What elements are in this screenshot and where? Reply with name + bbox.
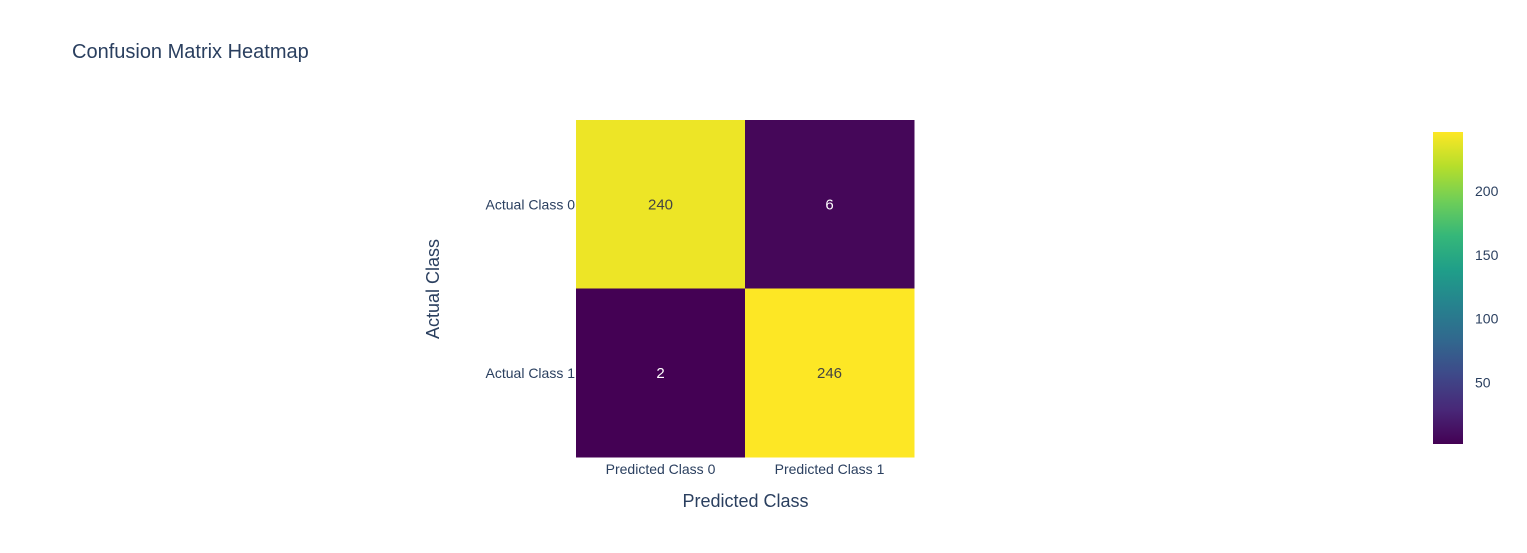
colorbar-tick-label: 100 <box>1475 311 1499 327</box>
colorbar-ticks: 50 100 150 200 <box>1475 183 1499 391</box>
colorbar-tick-label: 200 <box>1475 183 1499 199</box>
heatmap-cell-value: 246 <box>817 365 842 382</box>
colorbar-tick-label: 50 <box>1475 375 1491 391</box>
heatmap-cell <box>745 288 915 458</box>
x-axis-title: Predicted Class <box>682 491 808 511</box>
heatmap-cells <box>576 120 915 458</box>
heatmap-cell-labels: 240 6 2 246 <box>648 196 842 382</box>
chart-title: Confusion Matrix Heatmap <box>72 41 309 63</box>
y-tick-label: Actual Class 0 <box>486 196 576 212</box>
heatmap-cell-value: 2 <box>656 365 664 382</box>
heatmap-cell-value: 240 <box>648 196 673 213</box>
heatmap-cell <box>576 288 746 458</box>
heatmap-cell <box>576 120 746 289</box>
colorbar-tick-label: 150 <box>1475 247 1499 263</box>
x-tick-label: Predicted Class 0 <box>606 461 716 477</box>
y-tick-label: Actual Class 1 <box>486 365 576 381</box>
x-axis-ticks: Predicted Class 0 Predicted Class 1 <box>606 461 885 477</box>
heatmap-cell-value: 6 <box>825 196 833 213</box>
y-axis-ticks: Actual Class 0 Actual Class 1 <box>486 196 576 381</box>
colorbar <box>1433 132 1463 444</box>
y-axis-title: Actual Class <box>423 239 443 339</box>
heatmap-cell <box>745 120 915 289</box>
x-tick-label: Predicted Class 1 <box>775 461 885 477</box>
